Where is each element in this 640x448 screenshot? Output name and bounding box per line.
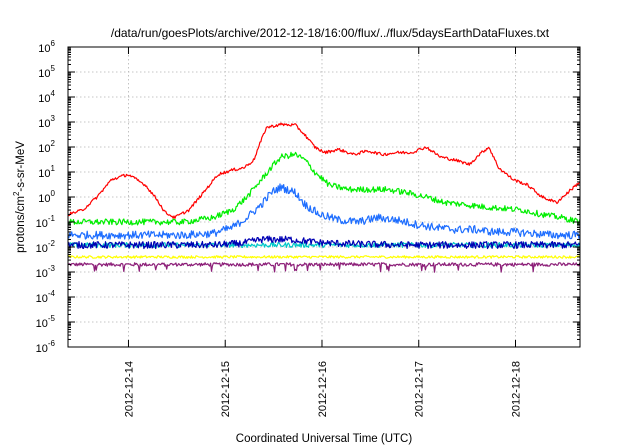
series-layer: [67, 122, 581, 273]
y-tick-label: 10-5: [36, 314, 56, 330]
x-tick-label: 2012-12-17: [414, 361, 426, 417]
tick-marks: [68, 46, 580, 348]
x-tick-label: 2012-12-15: [220, 361, 232, 417]
y-tick-exponent: 3: [51, 114, 56, 123]
y-tick-label: 10-2: [36, 239, 56, 255]
y-tick-label: 102: [38, 139, 55, 155]
y-tick-base: 10: [36, 293, 48, 305]
y-tick-exponent: -4: [48, 289, 56, 298]
y-tick-label: 106: [38, 39, 55, 55]
y-tick-exponent: -5: [48, 314, 56, 323]
series-line-2: [67, 183, 581, 240]
y-tick-label: 101: [38, 164, 55, 180]
y-tick-exponent: -2: [48, 239, 56, 248]
series-line-5: [67, 255, 581, 259]
y-tick-base: 10: [38, 93, 50, 105]
chart-title: /data/run/goesPlots/archive/2012-12-18/1…: [111, 26, 550, 40]
y-tick-base: 10: [38, 143, 50, 155]
x-tick-label: 2012-12-18: [510, 361, 522, 417]
y-tick-base: 10: [36, 268, 48, 280]
y-tick-label: 10-4: [36, 289, 56, 305]
y-tick-exponent: -3: [48, 264, 56, 273]
y-tick-labels: 10610510410310210110010-110-210-310-410-…: [36, 39, 56, 355]
y-tick-base: 10: [36, 218, 48, 230]
y-tick-base: 10: [38, 118, 50, 130]
y-tick-base: 10: [36, 318, 48, 330]
y-tick-base: 10: [38, 43, 50, 55]
x-tick-labels: 2012-12-14 2012-12-15 2012-12-16 2012-12-17…: [123, 361, 522, 417]
y-tick-exponent: -1: [48, 214, 56, 223]
y-tick-exponent: 0: [51, 189, 56, 198]
series-line-1: [68, 151, 581, 226]
y-tick-exponent: 2: [51, 139, 56, 148]
y-tick-exponent: 5: [51, 64, 56, 73]
x-tick-label: 2012-12-14: [123, 361, 135, 417]
y-tick-label: 104: [38, 89, 55, 105]
y-axis-label-superscript: 2: [12, 191, 21, 196]
y-tick-base: 10: [36, 343, 48, 355]
y-tick-label: 100: [38, 189, 55, 205]
x-tick-label: 2012-12-16: [317, 361, 329, 417]
y-tick-label: 105: [38, 64, 55, 80]
y-tick-label: 103: [38, 114, 55, 130]
y-tick-exponent: 6: [51, 39, 56, 48]
y-tick-exponent: 1: [51, 164, 56, 173]
y-tick-label: 10-3: [36, 264, 56, 280]
y-tick-base: 10: [36, 243, 48, 255]
series-line-6: [67, 262, 581, 273]
y-axis-label: protons/cm2-s-sr-MeV: [12, 141, 27, 253]
y-axis-label-pre: protons/cm: [15, 196, 27, 253]
y-tick-base: 10: [38, 193, 50, 205]
y-axis-label-post: -s-sr-MeV: [15, 141, 27, 192]
series-line-0: [67, 122, 581, 219]
y-tick-label: 10-1: [36, 214, 56, 230]
x-axis-label: Coordinated Universal Time (UTC): [236, 433, 413, 445]
grid-lines: [68, 47, 580, 347]
y-tick-exponent: -6: [48, 339, 56, 348]
y-tick-base: 10: [38, 168, 50, 180]
y-tick-label: 10-6: [36, 339, 56, 355]
series-line-3: [67, 235, 581, 250]
y-tick-exponent: 4: [51, 89, 56, 98]
y-tick-base: 10: [38, 68, 50, 80]
